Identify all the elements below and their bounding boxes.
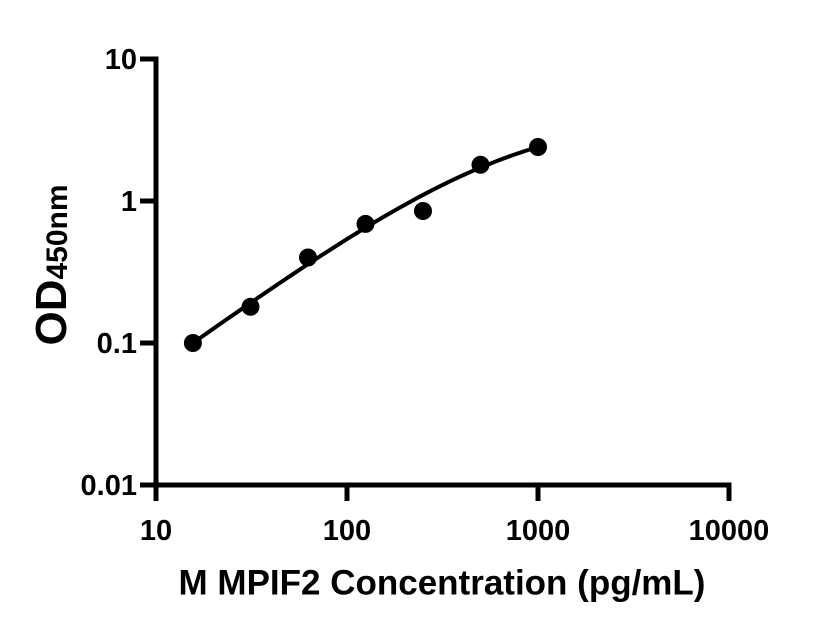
data-point-x500	[471, 155, 490, 174]
data-point-x1000	[529, 138, 547, 156]
x-tick-label-10000: 10000	[689, 515, 770, 547]
data-point-x31.25	[241, 297, 260, 316]
y-axis-line	[140, 56, 159, 485]
x-axis-title: M MPIF2 Concentration (pg/mL)	[178, 563, 706, 603]
y-axis-title-sub: 450nm	[41, 184, 74, 280]
x-tick-label-10: 10	[140, 515, 172, 547]
x-tick-label-100: 100	[323, 515, 371, 547]
x-tick-label-1000: 1000	[506, 515, 571, 547]
y-tick-label-10: 10	[105, 44, 137, 76]
data-point-x125	[356, 214, 375, 233]
y-tick-label-0.1: 0.1	[97, 328, 137, 360]
y-tick-label-1: 1	[121, 186, 137, 218]
data-point-x250	[414, 202, 432, 220]
data-point-x62.5	[299, 248, 317, 267]
x-axis-line	[156, 482, 732, 501]
y-tick-label-0.01: 0.01	[81, 470, 137, 502]
y-axis-title-main: OD	[27, 279, 76, 346]
y-axis-title: OD450nm	[27, 184, 76, 346]
data-point-x15.6	[183, 334, 202, 352]
